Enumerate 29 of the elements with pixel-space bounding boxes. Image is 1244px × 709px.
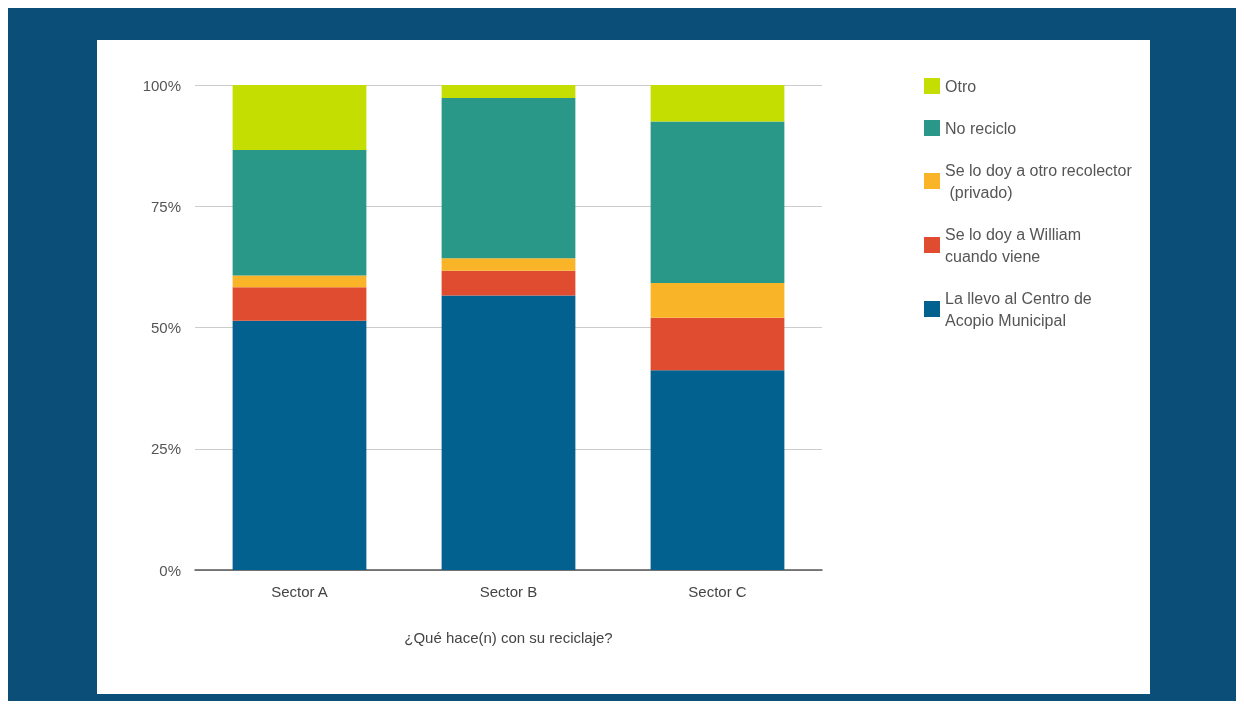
bar: [232, 85, 367, 150]
bar: [650, 85, 785, 122]
x-tick-label: Sector A: [271, 583, 328, 600]
legend-label: La llevo al Centro de Acopio Municipal: [945, 289, 1097, 329]
y-tick-label: 50%: [150, 319, 181, 336]
bar: [232, 320, 367, 570]
bar: [650, 282, 785, 318]
bar: [441, 85, 576, 99]
bar: [441, 98, 576, 259]
x-tick-label: Sector B: [479, 583, 538, 600]
x-axis-title: ¿Qué hace(n) con su reciclaje?: [404, 629, 613, 646]
bar: [232, 149, 367, 276]
y-tick-label: 100%: [142, 76, 181, 94]
legend-label: Otro: [945, 77, 977, 95]
bar: [441, 258, 576, 271]
bar: [650, 370, 785, 570]
y-tick-label: 0%: [159, 561, 181, 579]
bar: [441, 270, 576, 296]
x-tick-label: Sector C: [688, 583, 747, 600]
legend-label: Se lo doy a otro recolector (privado): [945, 161, 1133, 201]
bar: [232, 287, 367, 321]
bar: [441, 295, 576, 570]
y-tick-label: 25%: [150, 440, 181, 458]
legend-label: No reciclo: [945, 119, 1017, 137]
bar: [650, 121, 785, 283]
bar: [232, 275, 367, 288]
y-tick-label: 75%: [150, 197, 181, 215]
bar: [650, 317, 785, 371]
legend-label: Se lo doy a William cuando viene: [945, 225, 1086, 265]
